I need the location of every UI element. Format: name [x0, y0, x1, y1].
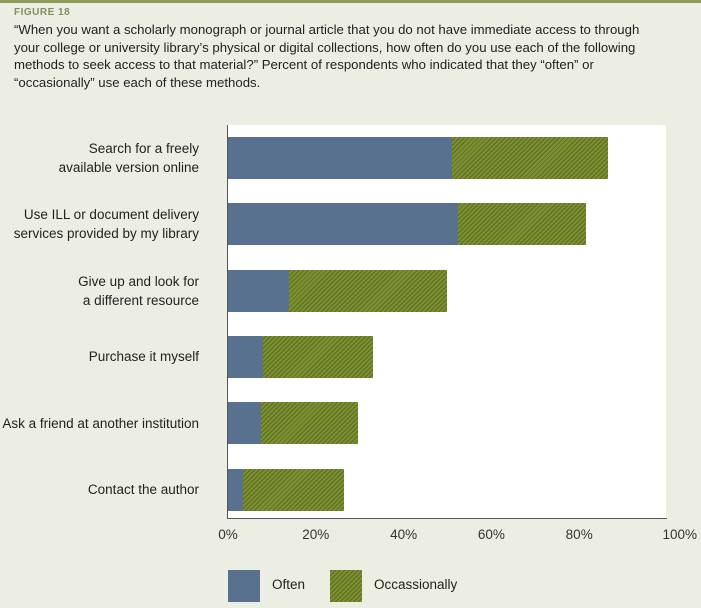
legend-swatch-often	[228, 570, 260, 602]
category-label-line: Purchase it myself	[88, 349, 199, 365]
category-label-line: Give up and look for	[78, 273, 199, 289]
category-label-1: Use ILL or document delivery services pro…	[0, 205, 199, 243]
category-label-line: a different resource	[82, 292, 199, 308]
x-tick-0: 0%	[218, 527, 238, 542]
chart-question: “When you want a scholarly monograph or …	[14, 22, 640, 90]
category-label-line: available version online	[58, 160, 199, 175]
bar-occasionally-2	[289, 269, 448, 312]
figure-label: FIGURE 18	[14, 7, 71, 18]
bar-often-4	[228, 402, 261, 445]
category-label-3: Purchase it myself	[0, 347, 199, 366]
bar-often-5	[228, 468, 244, 511]
bar-often-1	[228, 203, 459, 246]
bar-often-2	[228, 269, 290, 312]
x-tick-100: 100%	[662, 527, 697, 542]
category-label-4: Ask a friend at another institution	[0, 414, 199, 433]
x-tick-40: 40%	[390, 527, 418, 542]
bar-occasionally-0	[451, 137, 608, 179]
category-label-5: Contact the author	[0, 480, 199, 499]
bar-occasionally-1	[458, 203, 586, 246]
x-axis	[227, 518, 667, 519]
legend-swatch-occasionally	[330, 570, 362, 602]
bar-occasionally-4	[260, 402, 358, 445]
category-label-line: Contact the author	[87, 482, 199, 497]
legend-label-occasionally: Occassionally	[374, 577, 458, 592]
x-tick-60: 60%	[477, 527, 505, 542]
x-tick-20: 20%	[302, 527, 330, 542]
x-tick-80: 80%	[565, 527, 593, 542]
bar-often-3	[228, 335, 264, 378]
category-label-line: Ask a friend at another institution	[2, 415, 199, 431]
top-rule	[0, 0, 701, 3]
category-label-0: Search for a freely available version onl…	[0, 139, 199, 177]
y-axis	[227, 125, 228, 519]
category-label-line: Search for a freely	[88, 141, 199, 156]
category-label-line: Use ILL or document delivery	[23, 207, 199, 223]
bar-often-0	[228, 137, 452, 179]
plot-area	[227, 125, 666, 518]
bar-occasionally-3	[263, 335, 373, 378]
bar-occasionally-5	[243, 468, 345, 511]
legend-label-often: Often	[272, 577, 306, 592]
category-label-line: services provided by my library	[13, 226, 199, 242]
category-label-2: Give up and look for a different resource	[0, 272, 199, 310]
